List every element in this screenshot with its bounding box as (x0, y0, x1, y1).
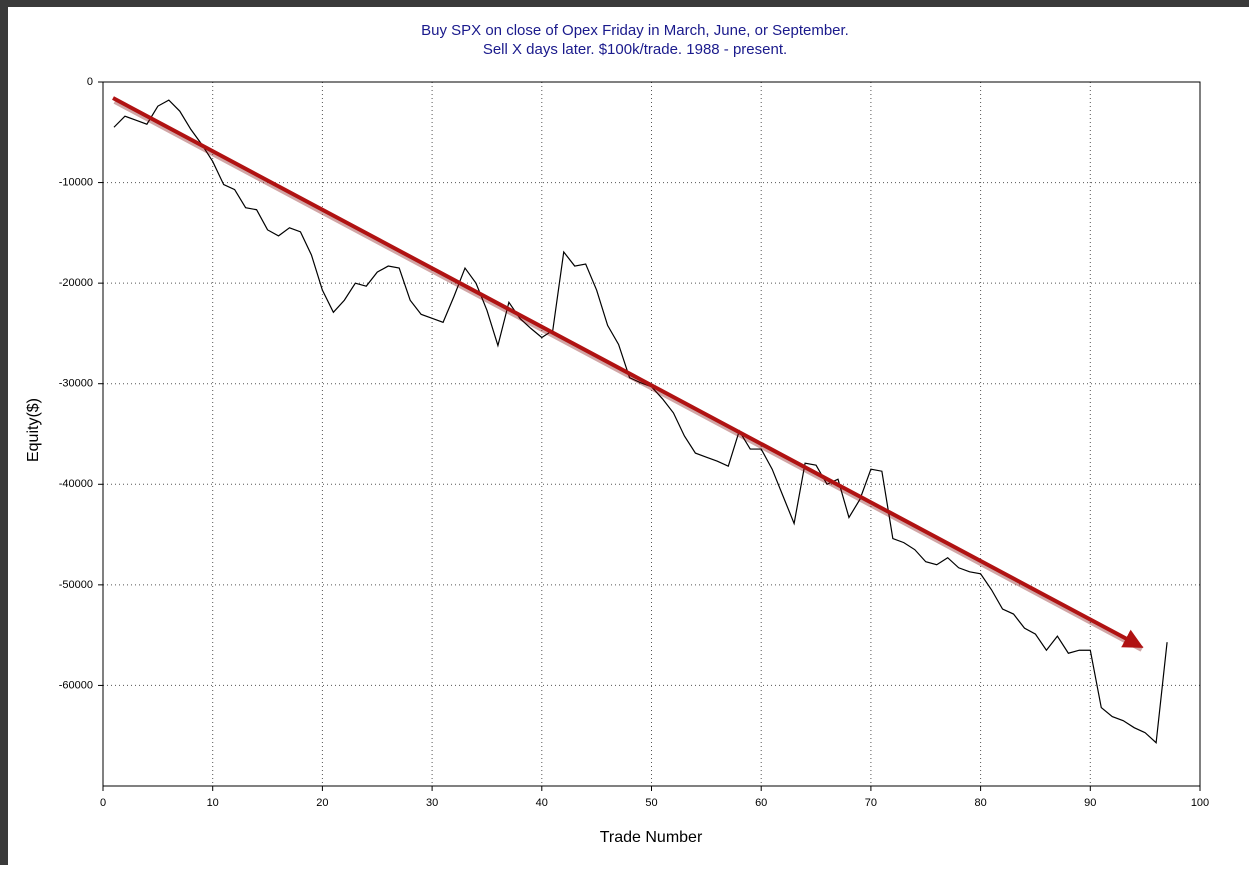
equity-line (113, 99, 1168, 744)
y-axis-label: Equity($) (25, 398, 42, 462)
y-tick-label: -60000 (59, 679, 93, 691)
x-tick-label: 10 (207, 797, 219, 809)
x-tick-label: 100 (1191, 797, 1209, 809)
plot-area: 0 -10000 -20000 -30000 -40000 -50000 -60000 0 10… (59, 76, 1209, 809)
x-tick-label: 30 (426, 797, 438, 809)
x-tick-label: 80 (974, 797, 986, 809)
x-tick-label: 0 (100, 797, 106, 809)
x-tick-label: 50 (645, 797, 657, 809)
plot-border (102, 81, 1201, 787)
y-tick-label: -10000 (59, 176, 93, 188)
x-tick-label: 20 (316, 797, 328, 809)
chart-title: Buy SPX on close of Opex Friday in March… (421, 22, 849, 39)
x-tick-label: 70 (865, 797, 877, 809)
x-tick-label: 90 (1084, 797, 1096, 809)
trend-arrow (112, 96, 1144, 648)
x-axis-label: Trade Number (600, 829, 703, 846)
y-tick-label: -50000 (59, 579, 93, 591)
frame-left (0, 0, 8, 865)
x-tick-label: 40 (536, 797, 548, 809)
y-tick-label: 0 (87, 76, 93, 88)
chart-subtitle: Sell X days later. $100k/trade. 1988 - p… (483, 41, 787, 58)
y-tick-label: -40000 (59, 478, 93, 490)
y-tick-label: -30000 (59, 378, 93, 390)
frame-top (0, 0, 1249, 7)
y-tick-label: -20000 (59, 277, 93, 289)
x-tick-label: 60 (755, 797, 767, 809)
